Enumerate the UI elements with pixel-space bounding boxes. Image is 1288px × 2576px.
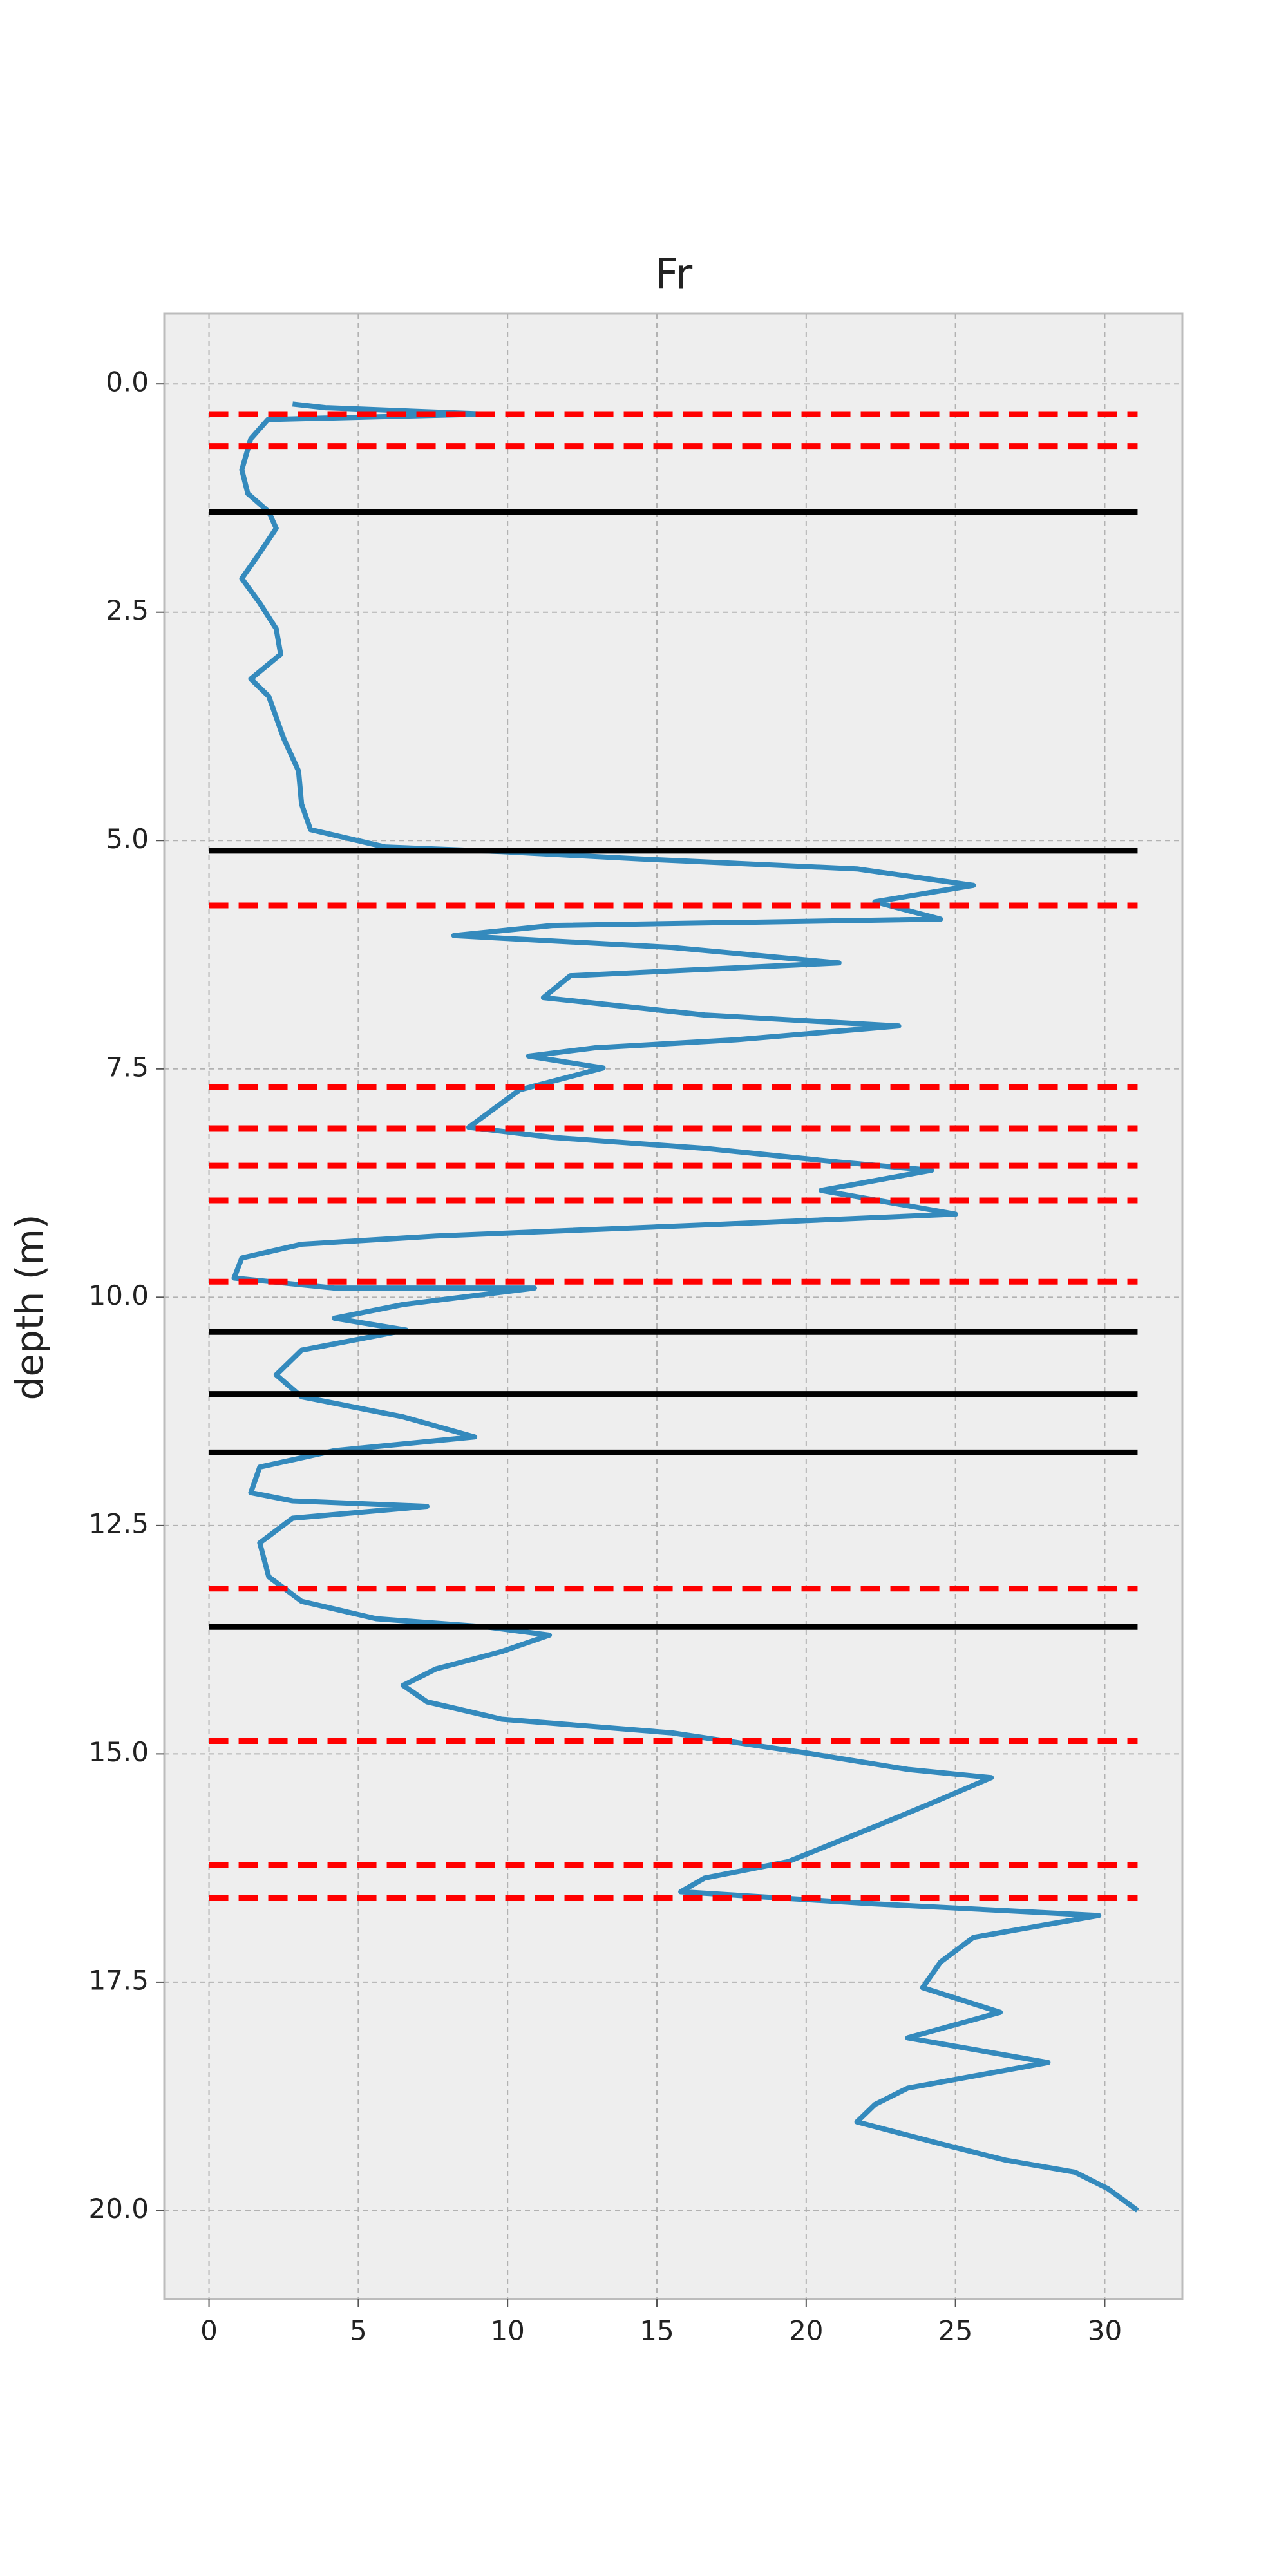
y-tick-label: 12.5	[88, 1508, 149, 1539]
x-tick-label: 20	[789, 2315, 823, 2347]
y-tick-label: 5.0	[106, 823, 149, 855]
x-tick-label: 25	[938, 2315, 972, 2347]
x-tick-label: 30	[1088, 2315, 1122, 2347]
x-tick-label: 0	[200, 2315, 218, 2347]
y-tick-label: 10.0	[88, 1280, 149, 1311]
y-tick-label: 15.0	[88, 1736, 149, 1768]
plot-area	[163, 312, 1184, 2300]
y-tick-label: 7.5	[106, 1051, 149, 1083]
x-tick-label: 15	[639, 2315, 674, 2347]
x-tick-label: 10	[490, 2315, 524, 2347]
y-axis-label: depth (m)	[8, 1214, 52, 1400]
y-tick-label: 20.0	[88, 2193, 149, 2224]
y-tick-label: 2.5	[106, 594, 149, 626]
y-tick-label: 0.0	[106, 366, 149, 398]
x-tick-label: 5	[350, 2315, 367, 2347]
y-tick-label: 17.5	[88, 1964, 149, 1996]
chart-title: Fr	[655, 251, 693, 299]
